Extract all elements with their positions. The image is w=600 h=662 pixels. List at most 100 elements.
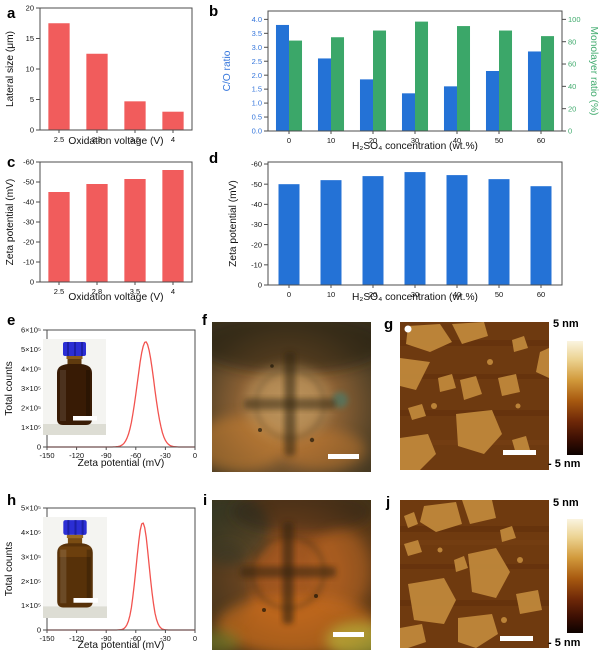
y-tick-label: 4×10⁵: [21, 528, 41, 537]
afm-colorbar-j: [567, 519, 583, 633]
x-tick-label: 40: [453, 290, 461, 299]
y-tick-label: 3×10⁵: [21, 384, 41, 393]
x-axis-label: H₂SO₄ concentration (wt.%): [352, 141, 478, 152]
y-tick-label: 40: [568, 82, 576, 91]
y-tick-label: 0: [568, 127, 572, 136]
x-tick-label: 20: [369, 290, 377, 299]
panel-b-chart: 0.0 0.5 1.0 1.5 2.0 2.5 3.0 3.5 4.0 0 20 40 60 80 100 0…: [222, 10, 599, 152]
photo-shelf: [43, 424, 106, 435]
chart-frame: [39, 7, 193, 131]
x-tick-label: -60: [130, 634, 141, 643]
y-tick-label: 20: [568, 104, 576, 113]
x-tick-label: 50: [495, 290, 503, 299]
x-tick-label: 2.5: [54, 287, 64, 296]
cap-rib: [67, 342, 69, 356]
x-axis-label: Oxidation voltage (V): [68, 136, 163, 147]
bar: [404, 172, 426, 285]
bar-left-series: [275, 24, 289, 131]
y-axis-label: Lateral size (μm): [5, 31, 16, 107]
x-tick-label: 10: [327, 136, 335, 145]
liquid-surface: [59, 546, 91, 557]
speckle: [258, 428, 262, 432]
y-tick-label: 0: [37, 443, 41, 452]
x-tick-label: 2.8: [92, 287, 102, 296]
y-tick-label: -60: [23, 158, 34, 167]
bar: [124, 179, 146, 282]
x-tick-label: 3.5: [130, 135, 140, 144]
bar-left-series: [443, 86, 457, 131]
bar: [530, 186, 552, 285]
bar: [446, 175, 468, 285]
y-axis-label: Total counts: [4, 542, 15, 596]
x-tick-label: -30: [160, 634, 171, 643]
x-axis-label: Zeta potential (mV): [78, 458, 165, 469]
bar-left-series: [359, 79, 373, 131]
bar-right-series: [373, 30, 387, 132]
bottle-neck-ring: [66, 356, 83, 359]
y-tick-label: 2×10⁵: [21, 577, 41, 586]
bar-left-series: [485, 71, 499, 131]
y-tick-label: -20: [251, 240, 262, 249]
x-axis-label: H₂SO₄ concentration (wt.%): [352, 292, 478, 303]
x-tick-label: 20: [369, 136, 377, 145]
y-tick-label: -10: [251, 260, 262, 269]
yellow-green-region: [212, 630, 240, 650]
x-tick-label: -120: [69, 634, 84, 643]
y-tick-label: 80: [568, 37, 576, 46]
y-tick-label: -20: [23, 238, 34, 247]
y-axis-label: Zeta potential (mV): [5, 179, 16, 266]
panel-d-chart: 0 -10 -20 -30 -40 -50 -60 0 10 20 30 40 50 60 H₂SO₄ co…: [228, 160, 563, 303]
y-tick-label: -40: [23, 198, 34, 207]
bar-left-series: [527, 51, 541, 131]
y-tick-label: 1.5: [252, 85, 262, 94]
bar-right-series: [415, 21, 429, 131]
bottle-neck: [67, 538, 83, 545]
colorbar-min-label-g: - 5 nm: [548, 458, 581, 470]
x-tick-label: 40: [453, 136, 461, 145]
x-tick-label: 3.5: [130, 287, 140, 296]
x-tick-label: 30: [411, 136, 419, 145]
panel-a-chart: 0 5 10 15 20 2.5 2.8 3.5 4 Oxidation voltage (V) L…: [5, 4, 193, 147]
x-tick-label: 4: [171, 135, 175, 144]
x-axis-label: Zeta potential (mV): [78, 640, 165, 651]
y-axis-label: Zeta potential (mV): [228, 180, 239, 267]
y-tick-label: -50: [251, 180, 262, 189]
y-axis-label-right: Monolayer ratio (%): [588, 27, 599, 116]
bottle-body: [57, 543, 93, 608]
panel-label-i: i: [203, 492, 208, 509]
bar: [48, 23, 70, 130]
bottle-neck-ring: [66, 534, 84, 539]
dark-region: [212, 322, 371, 374]
panel-label-a: a: [7, 5, 16, 22]
glass-shadow: [86, 549, 91, 604]
scale-bar: [328, 454, 359, 459]
x-tick-label: 60: [537, 136, 545, 145]
panel-label-g: g: [384, 316, 394, 333]
y-tick-label: 3.5: [252, 29, 262, 38]
go-flakes: [400, 500, 542, 648]
polarized-micrograph-f: [212, 322, 371, 472]
x-tick-label: 0: [287, 290, 291, 299]
cap-rib: [81, 342, 83, 356]
polarized-micrograph-i: [212, 500, 371, 650]
panel-label-b: b: [209, 3, 219, 20]
y-axis-label-left: C/O ratio: [222, 50, 233, 91]
speckle: [262, 608, 266, 612]
y-tick-label: -50: [23, 178, 34, 187]
y-tick-label: 4.0: [252, 15, 262, 24]
y-tick-label: -60: [251, 160, 262, 169]
bar: [278, 184, 300, 285]
orange-region: [282, 430, 366, 470]
bar-right-series: [457, 26, 471, 132]
x-tick-label: 10: [327, 290, 335, 299]
scan-stripe: [400, 340, 549, 346]
bar: [86, 53, 108, 130]
scan-stripe: [400, 526, 549, 532]
y-tick-label: 0: [37, 626, 41, 635]
x-axis-label: Oxidation voltage (V): [68, 292, 163, 303]
y-tick-label: -30: [23, 218, 34, 227]
bar-right-series: [289, 40, 303, 132]
y-tick-label: 1.0: [252, 99, 262, 108]
x-tick-label: 0: [193, 634, 197, 643]
x-tick-label: -30: [160, 451, 171, 460]
